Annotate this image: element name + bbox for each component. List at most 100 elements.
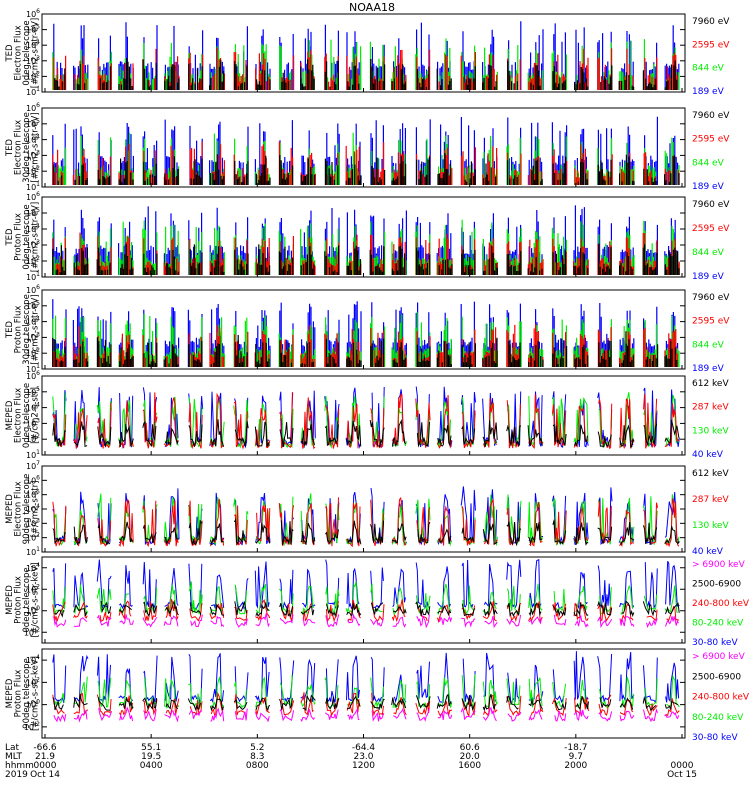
ytick-label-4-2: 102 <box>26 347 40 358</box>
ytick-label-3-4: 104 <box>26 223 40 234</box>
ylabel-line-2-1: TED <box>5 138 15 157</box>
ytick-label-4-3: 103 <box>26 331 40 342</box>
ylabel-line-4-3: 30deg telescope <box>22 294 32 365</box>
xaxis-value-1-2: 21.9 <box>35 752 55 762</box>
ytick-label-8--2: 10-2 <box>24 721 40 732</box>
ytick-label-7--2: 10-2 <box>24 626 40 637</box>
series-black-6 <box>52 518 680 547</box>
legend-3-4: 189 eV <box>692 272 725 282</box>
panel-8-data <box>52 651 680 723</box>
ytick-label-3-1: 101 <box>26 271 40 282</box>
ytick-label-6-1: 101 <box>26 546 40 557</box>
legend-1-4: 189 eV <box>692 87 725 97</box>
ylabel-line-6-3: 90deg telescope <box>22 474 32 545</box>
ytick-label-1-4: 104 <box>26 39 40 50</box>
xaxis-value-3-3: 0800 <box>246 761 269 771</box>
series-black-1 <box>54 58 678 90</box>
ytick-label-3-2: 102 <box>26 255 40 266</box>
legend-7-1: > 6900 keV <box>692 560 746 570</box>
xaxis-row-label-1: Lat <box>5 743 20 753</box>
ytick-label-1-6: 106 <box>26 8 40 19</box>
series-black-7 <box>54 600 680 618</box>
ytick-label-3-5: 105 <box>26 207 40 218</box>
legend-2-3: 844 eV <box>692 158 725 168</box>
panel-5-data <box>52 386 680 450</box>
ylabel-line-5-4: [#/cm2-s-str] <box>31 387 41 444</box>
ytick-label-2-6: 106 <box>26 102 40 113</box>
legend-2-2: 2595 eV <box>692 135 730 145</box>
panel-2-data <box>52 116 680 185</box>
ytick-label-5-1: 101 <box>26 449 40 460</box>
ylabel-line-3-4: [#/cm2-s-str-eV] <box>31 202 41 272</box>
ytick-label-8-4: 104 <box>26 654 40 665</box>
series-red-8 <box>52 691 680 718</box>
xaxis-value-2-2: 19.5 <box>141 752 161 762</box>
ytick-label-7-2: 102 <box>26 583 40 594</box>
xaxis-value-2-3: 0400 <box>140 761 163 771</box>
legend-4-2: 2595 eV <box>692 317 730 327</box>
ytick-label-1-1: 101 <box>26 86 40 97</box>
series-red-2 <box>52 141 679 185</box>
legend-7-5: 30-80 keV <box>692 638 738 648</box>
ylabel-line-1-2: Electron Flux <box>14 25 24 80</box>
ylabel-line-5-1: MEPED <box>5 400 15 430</box>
ylabel-line-6-1: MEPED <box>5 494 15 524</box>
ytick-label-3-3: 103 <box>26 239 40 250</box>
ytick-label-6-5: 105 <box>26 489 40 500</box>
ytick-label-8-2: 102 <box>26 676 40 687</box>
panel-4-frame <box>41 289 686 370</box>
ylabel-line-6-4: [#/cm2-s-str] <box>31 481 41 538</box>
legend-5-2: 287 keV <box>692 403 729 413</box>
xaxis-value-4-2: 23.0 <box>353 752 373 762</box>
xaxis-value-1-1: -66.6 <box>33 743 57 753</box>
xaxis-value-7-3: 0000 <box>671 761 694 771</box>
xaxis-value-7-4: Oct 15 <box>667 770 697 780</box>
xaxis-value-2-1: 55.1 <box>141 743 161 753</box>
ytick-label-4-1: 101 <box>26 363 40 374</box>
ylabel-line-1-3: 0deg telescope <box>22 20 32 85</box>
ytick-label-5-6: 106 <box>26 370 40 381</box>
ytick-label-6-4: 104 <box>26 503 40 514</box>
xaxis-value-6-1: -18.7 <box>564 743 587 753</box>
legend-8-2: 2500-6900 <box>692 672 741 682</box>
legend-7-2: 2500-6900 <box>692 580 741 590</box>
ylabel-line-4-2: Proton Flux <box>14 306 24 354</box>
panel-7-frame <box>41 556 686 644</box>
panel-5-frame <box>41 375 686 456</box>
panel-8-frame <box>41 648 686 739</box>
legend-8-4: 80-240 keV <box>692 713 744 723</box>
ytick-label-8-0: 100 <box>26 699 40 710</box>
legend-2-1: 7960 eV <box>692 111 730 121</box>
legend-3-2: 2595 eV <box>692 224 730 234</box>
ytick-label-5-5: 105 <box>26 386 40 397</box>
ytick-label-2-4: 104 <box>26 134 40 145</box>
xaxis-value-5-3: 1600 <box>458 761 481 771</box>
ytick-label-6-7: 107 <box>26 460 40 471</box>
series-magenta-8 <box>53 706 680 723</box>
ylabel-line-5-2: Electron Flux <box>14 388 24 443</box>
ytick-label-7-4: 104 <box>26 562 40 573</box>
panel-4-data <box>52 299 680 367</box>
xaxis-value-6-3: 2000 <box>564 761 587 771</box>
ylabel-line-5-3: 0deg telescope <box>22 383 32 448</box>
legend-4-4: 189 eV <box>692 364 725 374</box>
legend-5-4: 40 keV <box>692 450 724 460</box>
ytick-label-6-6: 106 <box>26 474 40 485</box>
legend-5-3: 130 keV <box>692 426 729 436</box>
ylabel-line-4-1: TED <box>5 320 15 339</box>
ylabel-line-2-2: Electron Flux <box>14 120 24 175</box>
legend-5-1: 612 keV <box>692 379 729 389</box>
ylabel-line-3-2: Proton Flux <box>14 213 24 261</box>
xaxis-row-label-2: MLT <box>5 752 23 762</box>
